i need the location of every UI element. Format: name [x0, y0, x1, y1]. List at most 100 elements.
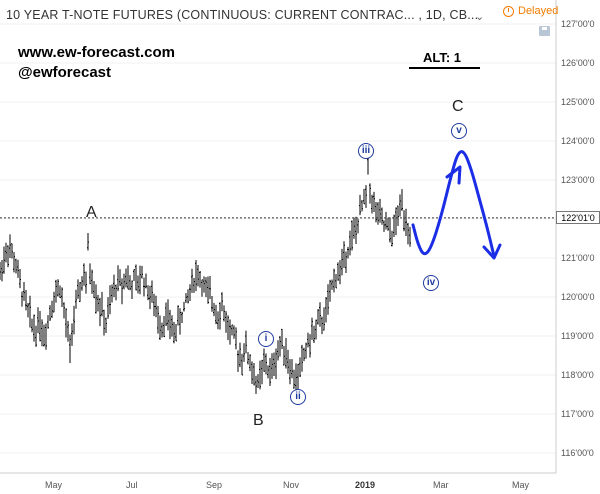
- projection-arrow-down: [482, 243, 502, 260]
- ohlc-bar: [65, 308, 67, 338]
- ohlc-bar: [243, 343, 245, 362]
- ohlc-bar: [399, 194, 401, 217]
- ohlc-bar: [371, 194, 373, 214]
- ohlc-bar: [25, 289, 27, 311]
- ohlc-bar: [165, 302, 167, 327]
- x-tick-label: Jul: [126, 480, 138, 490]
- ohlc-bar: [327, 284, 329, 315]
- ohlc-bar: [193, 277, 195, 293]
- ohlc-bar: [133, 269, 135, 282]
- chevron-down-icon[interactable]: ⌄: [475, 11, 485, 23]
- ohlc-bar: [331, 279, 333, 290]
- ohlc-bar: [51, 300, 53, 318]
- ohlc-bar: [257, 374, 259, 388]
- ohlc-bar: [295, 363, 297, 391]
- ohlc-bar: [111, 284, 113, 303]
- ohlc-bar: [375, 202, 377, 223]
- ohlc-bar: [113, 274, 115, 298]
- ohlc-bar: [87, 233, 89, 251]
- ohlc-bar: [293, 369, 295, 389]
- y-tick-label: 121'00'0: [561, 253, 595, 263]
- ohlc-bar: [365, 185, 367, 208]
- ohlc-bar: [173, 321, 175, 344]
- x-tick-label: Nov: [283, 480, 300, 490]
- ohlc-bar: [397, 205, 399, 226]
- ohlc-bar: [275, 348, 277, 380]
- ohlc-bar: [315, 319, 317, 340]
- ohlc-bar: [345, 251, 347, 273]
- delayed-status: Delayed: [503, 5, 558, 17]
- ohlc-bar: [89, 263, 91, 285]
- ohlc-bar: [33, 314, 35, 342]
- ohlc-series: [0, 157, 411, 394]
- ohlc-bar: [317, 309, 319, 325]
- ohlc-bar: [335, 273, 337, 289]
- ohlc-bar: [323, 307, 325, 331]
- ohlc-bar: [83, 263, 85, 286]
- ohlc-bar: [185, 293, 187, 303]
- ohlc-bar: [287, 349, 289, 374]
- ohlc-bar: [273, 352, 275, 376]
- ohlc-bar: [115, 284, 117, 301]
- ohlc-bar: [325, 296, 327, 323]
- ohlc-bar: [145, 273, 147, 289]
- ohlc-bar: [339, 260, 341, 285]
- ohlc-bar: [37, 307, 39, 334]
- ohlc-bar: [201, 279, 203, 297]
- ohlc-bar: [343, 241, 345, 268]
- ohlc-bar: [189, 284, 191, 301]
- ohlc-bar: [129, 275, 131, 291]
- ohlc-bar: [0, 262, 1, 280]
- ohlc-bar: [99, 297, 101, 327]
- ohlc-bar: [79, 282, 81, 302]
- ohlc-bar: [117, 265, 119, 292]
- ohlc-bar: [169, 309, 171, 340]
- ohlc-bar: [195, 260, 197, 292]
- ohlc-bar: [175, 324, 177, 342]
- ohlc-bar: [39, 310, 41, 342]
- ohlc-bar: [147, 285, 149, 301]
- ohlc-bar: [271, 353, 273, 379]
- projection-curve: [411, 150, 496, 258]
- clock-icon: [503, 5, 514, 17]
- ohlc-bar: [139, 265, 141, 295]
- ohlc-bar: [97, 294, 99, 312]
- ohlc-bar: [47, 315, 49, 329]
- ohlc-bar: [85, 271, 87, 294]
- ohlc-bar: [187, 289, 189, 304]
- ohlc-bar: [221, 292, 223, 312]
- projection-arrow-up: [445, 165, 462, 185]
- ohlc-bar: [73, 305, 75, 335]
- ohlc-bar: [95, 284, 97, 314]
- y-tick-label: 119'00'0: [561, 331, 594, 341]
- subwave-v: v: [451, 123, 467, 139]
- ohlc-bar: [373, 191, 375, 213]
- alt-count-label: ALT: 1: [423, 50, 462, 65]
- ohlc-bar: [355, 216, 357, 245]
- ohlc-bar: [219, 302, 221, 330]
- subwave-iv: iv: [423, 275, 439, 291]
- ohlc-bar: [159, 315, 161, 340]
- ohlc-bar: [11, 243, 13, 259]
- y-tick-label: 123'00'0: [561, 175, 595, 185]
- y-tick-label: 127'00'0: [561, 19, 595, 29]
- ohlc-bar: [135, 264, 137, 291]
- ohlc-bar: [131, 280, 133, 300]
- ohlc-bar: [407, 222, 409, 245]
- ohlc-bar: [381, 207, 383, 225]
- ohlc-bar: [403, 210, 405, 232]
- ohlc-bar: [309, 334, 311, 358]
- ohlc-bar: [377, 202, 379, 225]
- subwave-ii: ii: [290, 389, 306, 405]
- y-tick-label: 117'00'0: [561, 409, 594, 419]
- ohlc-bar: [277, 340, 279, 361]
- ohlc-bar: [213, 302, 215, 317]
- save-icon[interactable]: [539, 26, 550, 36]
- ohlc-bar: [239, 342, 241, 368]
- ohlc-bar: [61, 287, 63, 307]
- ohlc-bar: [259, 360, 261, 390]
- ohlc-bar: [265, 353, 267, 375]
- ohlc-bar: [267, 365, 269, 379]
- ohlc-bar: [329, 279, 331, 302]
